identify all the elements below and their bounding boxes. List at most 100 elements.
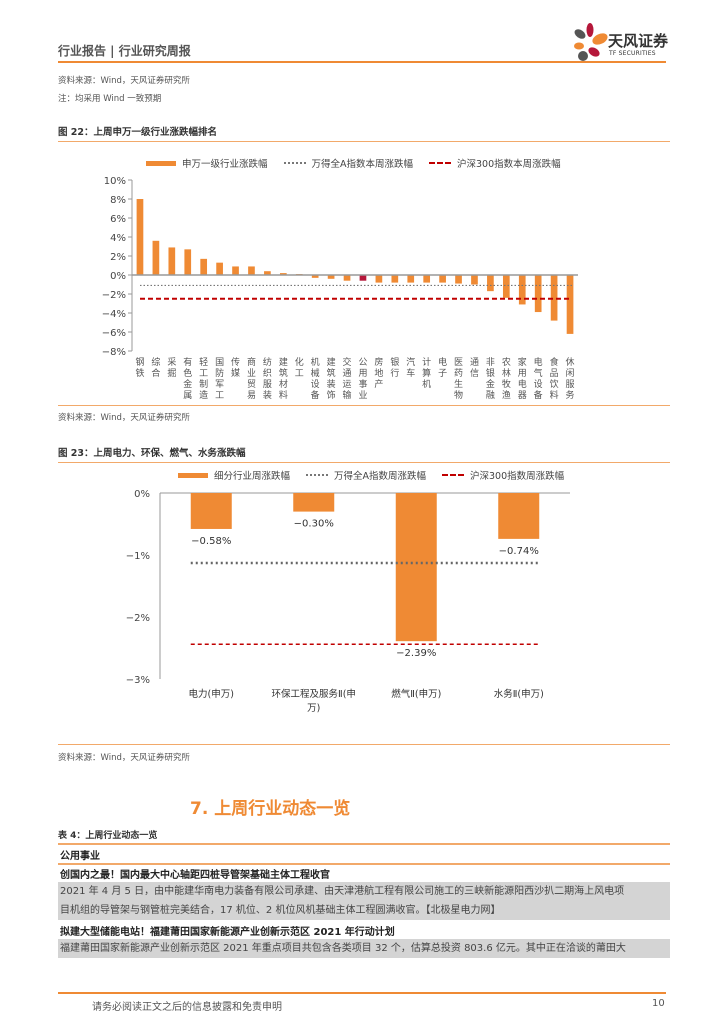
bar (471, 275, 478, 285)
y-tick-label: −1% (126, 551, 150, 562)
x-tick-label: 综合 (151, 356, 160, 379)
bar (200, 258, 208, 275)
y-tick-label: 4% (110, 233, 126, 244)
x-tick-label: 机械设备 (311, 356, 320, 401)
figure23-title: 图 23：上周电力、环保、燃气、水务涨跌幅 (58, 448, 246, 459)
bar (327, 275, 335, 279)
y-tick-label: 2% (110, 252, 126, 263)
bar (152, 240, 160, 275)
header-divider (58, 61, 666, 63)
x-tick-label: 采掘 (167, 357, 176, 379)
bar (168, 247, 176, 275)
legend-item: 万得全A指数周涨跌幅 (334, 471, 427, 482)
x-tick-label: 房地产 (374, 356, 383, 390)
x-tick-label: 非银金融 (486, 356, 495, 401)
y-tick-label: −4% (102, 309, 126, 320)
news-body-line: 福建莆田国家新能源产业创新示范区 2021 年重点项目共包含各类项目 32 个，… (58, 939, 670, 958)
x-tick-label: 商业贸易 (247, 356, 256, 401)
x-tick-label: 建筑材料 (279, 356, 288, 401)
figure23-bottom-rule (58, 744, 670, 745)
news-headline: 创国内之最！国内最大中心轴距四桩导管架基础主体工程收官 (60, 870, 330, 881)
data-label: −0.74% (499, 546, 539, 557)
x-tick-label: 燃气Ⅱ(申万) (391, 688, 441, 700)
y-tick-label: −2% (102, 290, 126, 301)
bar (550, 275, 558, 321)
x-tick-label: 电子 (438, 356, 447, 379)
x-tick-label: 农林牧渔 (502, 356, 511, 401)
y-tick-label: −8% (102, 347, 126, 358)
x-tick-label: 电气设备 (534, 356, 543, 401)
x-tick-label: 传媒 (231, 356, 240, 379)
table-caption: 表 4：上周行业动态一览 (58, 831, 158, 841)
bar (190, 493, 232, 529)
x-tick-label: 环保工程及服务Ⅱ(申 (272, 688, 356, 700)
forecast-note: 注：均采用 Wind 一致预期 (58, 94, 162, 104)
figure23-source: 资料来源：Wind，天风证券研究所 (58, 753, 190, 763)
bar (248, 266, 255, 275)
legend-dashed-swatch (429, 162, 452, 164)
x-tick-label: 食品饮料 (550, 356, 559, 401)
logo-en-text: TF SECURITIES (609, 50, 656, 57)
data-label: −0.30% (294, 519, 334, 530)
report-header-title: 行业报告 | 行业研究周报 (58, 44, 191, 58)
logo-cn-text: 天风证券 (608, 32, 669, 50)
legend-item: 万得全A指数本周涨跌幅 (311, 159, 414, 170)
figure23-top-rule (58, 462, 670, 463)
legend-bar-swatch (178, 472, 208, 478)
legend-item: 细分行业周涨跌幅 (214, 471, 291, 482)
bar (439, 275, 446, 283)
bar (375, 275, 383, 283)
legend-bar-swatch (146, 160, 176, 166)
bar (391, 275, 399, 283)
news-headline: 拟建大型储能电站！福建莆田国家新能源产业创新示范区 2021 年行动计划 (60, 927, 395, 938)
x-tick-label: 银行 (390, 356, 399, 379)
legend-dotted-swatch (306, 474, 329, 476)
data-label: −2.39% (396, 648, 436, 659)
source-note: 资料来源：Wind，天风证券研究所 (58, 76, 190, 86)
x-tick-label: 通信 (470, 357, 479, 379)
legend-item: 沪深300指数周涨跌幅 (470, 471, 565, 482)
category-rule (58, 863, 670, 865)
x-tick-label: 家用电器 (518, 356, 527, 401)
bar (395, 493, 437, 642)
x-tick-label: 交通运输 (343, 356, 352, 401)
bar (216, 262, 223, 275)
bar (293, 493, 335, 512)
figure22-title: 图 22：上周申万一级行业涨跌幅排名 (58, 127, 218, 138)
bar (566, 275, 574, 334)
bar (407, 275, 415, 283)
data-label: −0.58% (191, 536, 231, 547)
x-tick-label: 水务Ⅱ(申万) (494, 688, 544, 700)
bar (455, 275, 462, 284)
bar (534, 275, 542, 313)
bar (359, 275, 367, 281)
y-tick-label: −6% (102, 328, 126, 339)
industry-ranking-chart: 10% 8% 6% 4% 2% 0% −2% −4% −6% −8% 钢铁综合采掘有色金属轻工制造国… (102, 176, 578, 401)
figure22-bottom-rule (58, 405, 670, 406)
legend-dotted-swatch (283, 162, 306, 164)
legend-item: 沪深300指数本周涨跌幅 (457, 159, 561, 170)
bar (279, 273, 287, 275)
figure22-legend: 申万一级行业涨跌幅 万得全A指数本周涨跌幅 沪深300指数本周涨跌幅 (146, 156, 561, 170)
y-tick-label: 6% (110, 214, 126, 225)
x-tick-label: 电力(申万) (189, 688, 234, 700)
x-tick-label: 国防军工 (215, 357, 224, 401)
x-tick-label: 建筑装饰 (327, 356, 336, 401)
footer-divider (58, 992, 666, 994)
figure23-legend: 细分行业周涨跌幅 万得全A指数周涨跌幅 沪深300指数周涨跌幅 (178, 468, 564, 482)
y-tick-label: 8% (110, 195, 126, 206)
x-tick-label: 轻工制造 (199, 356, 208, 401)
legend-item: 申万一级行业涨跌幅 (182, 159, 268, 170)
y-tick-label: 0% (110, 271, 126, 282)
x-tick-label: 纺织服装 (263, 356, 272, 401)
y-tick-label: 0% (134, 489, 150, 500)
news-body-line: 目机组的导管架与钢管桩完美结合，17 机位、2 机位风机基础主体工程圆满收官。【… (58, 901, 670, 920)
bar (423, 275, 431, 283)
bar (502, 275, 510, 298)
y-tick-label: −2% (126, 613, 150, 624)
x-tick-label: 汽车 (406, 356, 415, 379)
x-tick-label: 有色金属 (183, 356, 192, 401)
x-tick-label: 计算机 (422, 356, 431, 390)
bar (311, 275, 319, 278)
news-body-line: 2021 年 4 月 5 日，由中能建华南电力装备有限公司承建、由天津港航工程有… (58, 882, 670, 901)
